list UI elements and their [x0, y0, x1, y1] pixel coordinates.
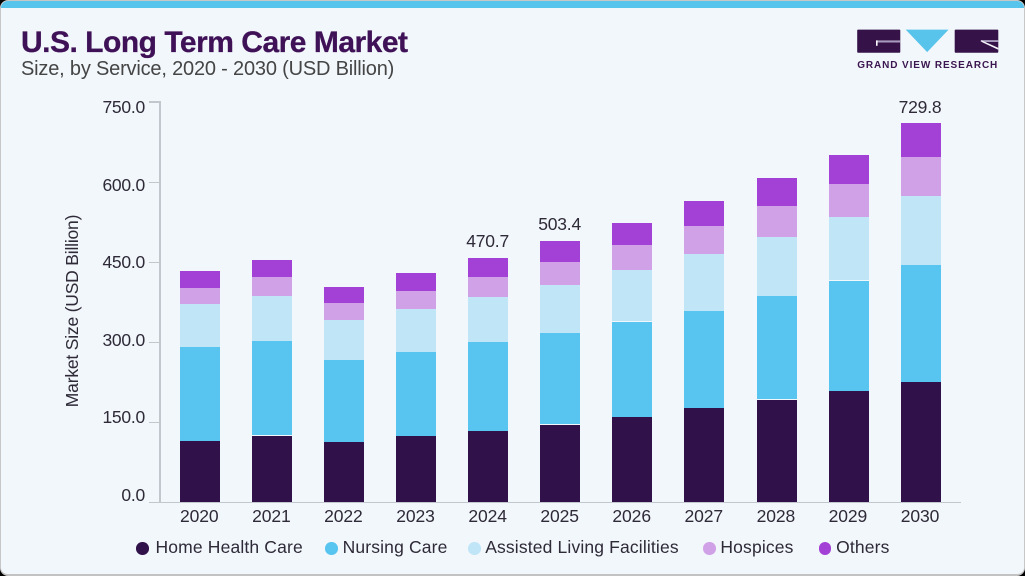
svg-text:GRAND VIEW RESEARCH: GRAND VIEW RESEARCH [857, 60, 998, 71]
